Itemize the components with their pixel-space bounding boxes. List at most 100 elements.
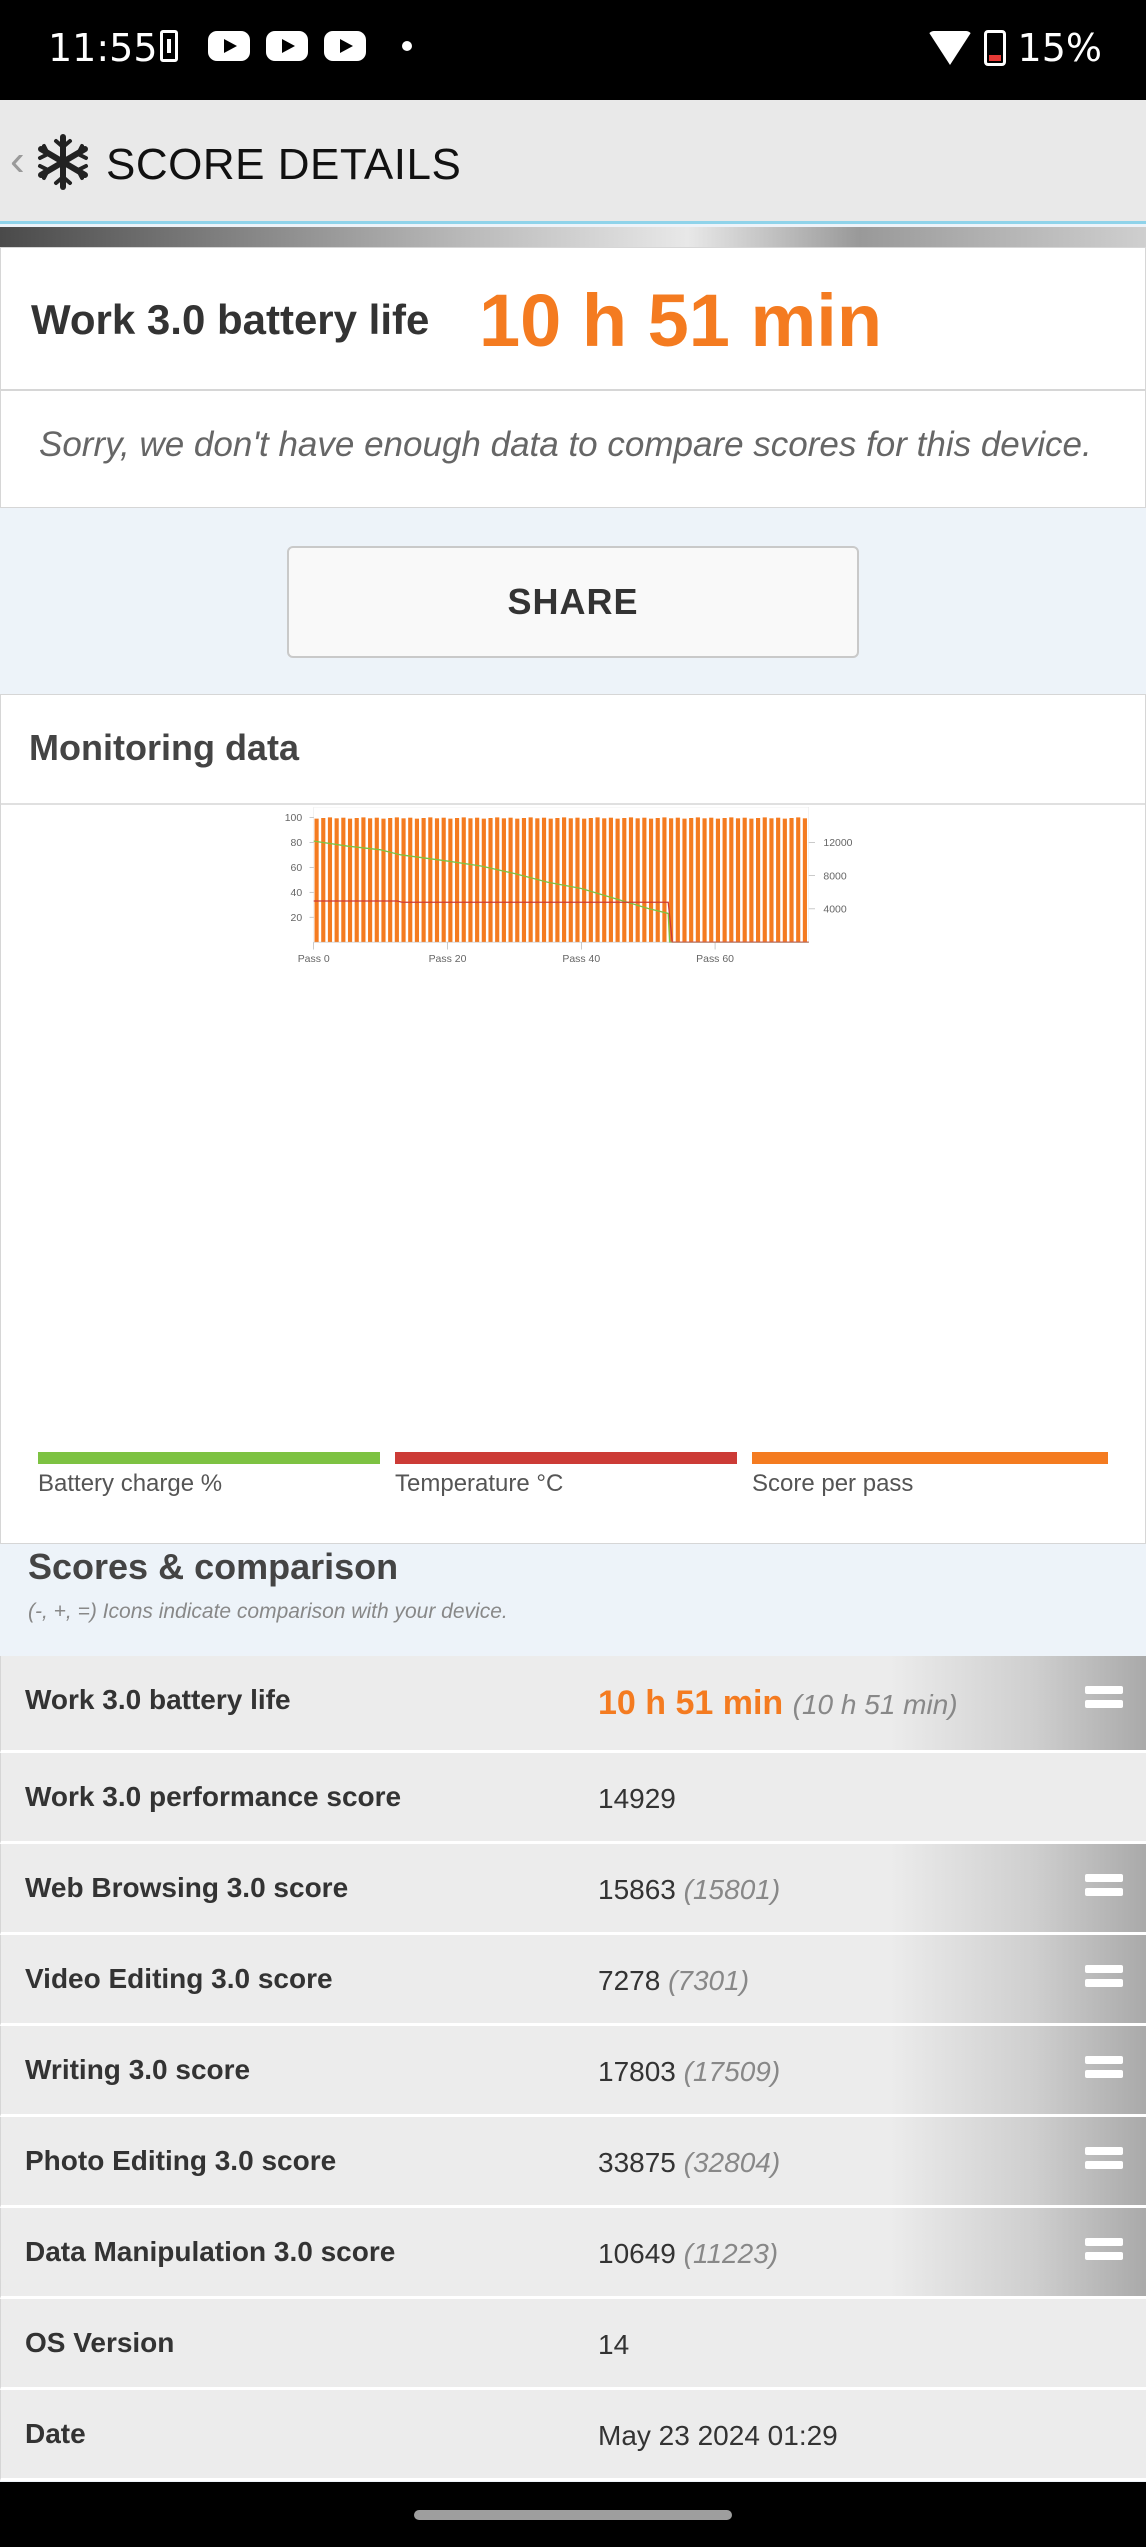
battery-line [313, 840, 809, 943]
score-bar [555, 818, 560, 943]
left-tick-label: 20 [291, 913, 303, 924]
score-bar [622, 818, 627, 943]
row-compare: (11223) [683, 2238, 779, 2269]
page-title: SCORE DETAILS [106, 140, 462, 189]
scores-header: Scores & comparison (-, +, =) Icons indi… [28, 1546, 508, 1624]
row-compare: (15801) [683, 1874, 781, 1905]
score-bar [669, 818, 674, 943]
score-bar [682, 818, 687, 943]
score-bar [588, 818, 593, 943]
score-bar [448, 818, 453, 943]
table-row: OS Version 14 [0, 2299, 1146, 2390]
score-bar [321, 818, 326, 943]
score-bar [749, 818, 754, 943]
app-bar: ‹ SCORE DETAILS [0, 100, 1146, 224]
row-name: Data Manipulation 3.0 score [25, 2236, 396, 2267]
score-bar [735, 818, 741, 943]
row-name: Web Browsing 3.0 score [25, 1872, 349, 1903]
table-row: Date May 23 2024 01:29 [0, 2390, 1146, 2481]
row-compare: (7301) [668, 1965, 750, 1996]
youtube-icon [208, 31, 250, 61]
score-bar [421, 818, 426, 943]
right-tick-label: 8000 [823, 871, 846, 882]
score-label: Work 3.0 battery life [31, 296, 430, 343]
table-row[interactable]: Video Editing 3.0 score 7278 (7301) [0, 1935, 1146, 2026]
right-tick-label: 12000 [823, 838, 852, 849]
legend-swatch-temperature [395, 1452, 737, 1464]
score-bar [642, 817, 647, 943]
score-card: Work 3.0 battery life 10 h 51 min [0, 247, 1146, 390]
x-tick-label: Pass 60 [696, 954, 734, 965]
left-tick-label: 80 [291, 838, 303, 849]
score-bar [508, 817, 513, 943]
table-row[interactable]: Work 3.0 battery life 10 h 51 min (10 h … [0, 1656, 1146, 1753]
score-bar [354, 818, 359, 943]
score-bar [361, 817, 366, 943]
equal-icon [1085, 2238, 1123, 2262]
legend-battery: Battery charge % [38, 1452, 380, 1512]
table-row[interactable]: Photo Editing 3.0 score 33875 (32804) [0, 2117, 1146, 2208]
score-bar [535, 818, 540, 943]
score-bar [334, 818, 339, 943]
row-value: 15863 [598, 1874, 676, 1905]
legend-swatch-battery [38, 1452, 380, 1464]
score-bar [461, 817, 466, 943]
left-tick-label: 40 [291, 888, 303, 899]
score-bar [401, 818, 406, 943]
back-button[interactable]: ‹ [10, 136, 25, 185]
row-value: 10649 [598, 2238, 676, 2269]
score-bar [789, 818, 794, 943]
score-bar [441, 817, 446, 943]
row-name: Video Editing 3.0 score [25, 1963, 333, 1994]
row-value: 14929 [598, 1783, 676, 1814]
score-bar [541, 817, 547, 943]
score-bar [782, 818, 787, 943]
equal-icon [1085, 1874, 1123, 1898]
score-bar [648, 818, 654, 943]
right-tick-label: 4000 [823, 905, 846, 916]
x-tick-label: Pass 20 [429, 954, 467, 965]
row-compare: (17509) [683, 2056, 781, 2087]
score-bar [341, 817, 346, 943]
navigation-bar [0, 2482, 1146, 2547]
notification-dot-icon [402, 41, 412, 51]
youtube-icon [324, 31, 366, 61]
scores-table: Work 3.0 battery life 10 h 51 min (10 h … [0, 1656, 1146, 2481]
device-image-strip [0, 227, 1146, 247]
score-bar [314, 818, 319, 943]
score-bar [388, 818, 393, 943]
home-gesture-handle[interactable] [414, 2510, 732, 2520]
score-bar [628, 817, 634, 943]
score-bar [796, 817, 801, 943]
score-bar [662, 817, 667, 943]
score-bar [776, 817, 781, 943]
score-bar [722, 818, 727, 943]
plot-area [313, 807, 809, 943]
score-bar [715, 818, 721, 943]
table-row[interactable]: Writing 3.0 score 17803 (17509) [0, 2026, 1146, 2117]
row-value: 33875 [598, 2147, 676, 2178]
left-tick-label: 60 [291, 863, 303, 874]
score-bar [675, 817, 680, 943]
table-row[interactable]: Web Browsing 3.0 score 15863 (15801) [0, 1844, 1146, 1935]
table-row[interactable]: Data Manipulation 3.0 score 10649 (11223… [0, 2208, 1146, 2299]
score-bar [689, 818, 694, 943]
monitoring-chart: 20 40 60 80 100 4000 8000 12000 Pass 0 Pass 20 Pas… [285, 807, 853, 965]
score-bar [408, 817, 413, 943]
left-tick-label: 100 [285, 813, 303, 824]
score-bar [615, 818, 620, 943]
row-name: Photo Editing 3.0 score [25, 2145, 337, 2176]
row-value: 17803 [598, 2056, 676, 2087]
score-bar [568, 818, 573, 943]
youtube-icon [266, 31, 308, 61]
share-button[interactable]: SHARE [287, 546, 859, 658]
score-bar [495, 817, 500, 943]
scores-title: Scores & comparison [28, 1546, 399, 1587]
row-compare: (10 h 51 min) [792, 1689, 958, 1720]
score-bar [602, 818, 607, 943]
score-bar [528, 817, 533, 943]
score-bar [468, 818, 473, 943]
score-bar [802, 818, 807, 943]
row-value: 14 [598, 2329, 630, 2360]
row-name: OS Version [25, 2327, 175, 2358]
